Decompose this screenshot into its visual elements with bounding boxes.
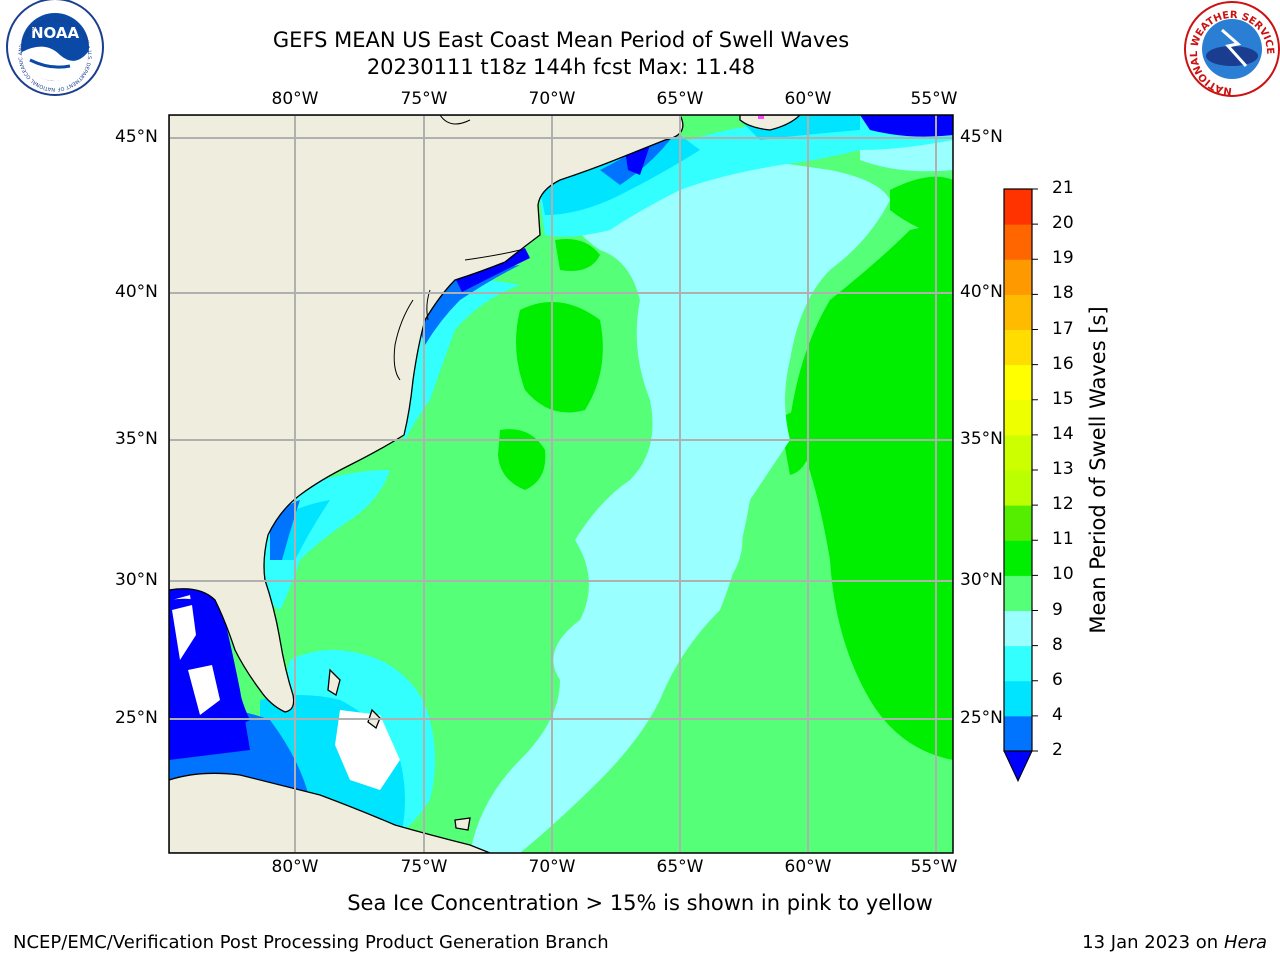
colorbar-tick-label: 12: [1052, 494, 1074, 515]
lat-label-right-30n: 30°N: [960, 570, 1002, 590]
chart-subtitle: 20230111 t18z 144h fcst Max: 11.48: [366, 55, 756, 79]
bahamas-island-3: [454, 817, 471, 831]
colorbar-title: Mean Period of Swell Waves [s]: [1086, 306, 1110, 634]
colorbar-tick-label: 15: [1052, 388, 1074, 409]
colorbar-tick-label: 17: [1052, 318, 1074, 339]
colorbar-segment: [1004, 189, 1032, 225]
cuba-land: [169, 772, 491, 853]
colorbar-tick-label: 6: [1052, 669, 1063, 690]
gridlines: [169, 115, 953, 853]
colorbar-tick-label: 4: [1052, 704, 1063, 725]
colorbar-segment: [1004, 399, 1032, 436]
sea-ice-note: Sea Ice Concentration > 15% is shown in …: [347, 891, 933, 915]
footer-date: 13 Jan 2023 on: [1082, 932, 1224, 953]
colorbar-tick-label: 10: [1052, 564, 1074, 585]
lon-label-top-60w: 60°W: [784, 89, 832, 109]
lat-label-left-45n: 45°N: [115, 127, 158, 147]
lat-label-right-45n: 45°N: [960, 127, 1003, 147]
lon-label-bottom-65w: 65°W: [656, 857, 704, 877]
colorbar-tick-label: 9: [1052, 599, 1063, 620]
colorbar-tick-label: 8: [1052, 634, 1063, 655]
colorbar-segment: [1004, 364, 1032, 401]
lon-label-top-55w: 55°W: [910, 89, 958, 109]
lon-label-top-65w: 65°W: [656, 89, 704, 109]
lon-label-top-80w: 80°W: [271, 89, 319, 109]
lat-label-right-40n: 40°N: [960, 282, 1002, 302]
colorbar-tick-label: 14: [1052, 423, 1074, 444]
colorbar-segment: [1004, 645, 1032, 682]
nws-logo: NATIONAL WEATHER SERVICE: [1184, 1, 1280, 97]
footer-right: 13 Jan 2023 on Hera: [1082, 932, 1267, 953]
colorbar-extend-triangle: [1003, 750, 1033, 783]
colorbar-segment: [1004, 540, 1032, 576]
colorbar-segment: [1004, 329, 1032, 366]
lat-label-left-35n: 35°N: [115, 429, 158, 449]
lat-label-left-30n: 30°N: [115, 570, 158, 590]
chart-title: GEFS MEAN US East Coast Mean Period of S…: [272, 28, 850, 52]
colorbar-tick-label: 21: [1052, 178, 1074, 198]
colorbar-tick-label: 11: [1052, 529, 1074, 550]
colorbar-segment: [1004, 610, 1032, 647]
lon-label-bottom-70w: 70°W: [528, 857, 576, 877]
footer-host: Hera: [1223, 932, 1267, 953]
colorbar-segment: [1004, 434, 1032, 471]
colorbar-segment: [1004, 715, 1032, 752]
colorbar-segment: [1004, 294, 1032, 330]
coast-detail: [393, 115, 521, 381]
colorbar-tick-label: 16: [1052, 353, 1074, 374]
sea-ice-note-row: Sea Ice Concentration > 15% is shown in …: [0, 891, 1280, 915]
lon-label-bottom-80w: 80°W: [271, 857, 319, 877]
nova-scotia-land: [739, 115, 801, 131]
colorbar-tick-label: 19: [1052, 248, 1074, 269]
colorbar-tick-label: 13: [1052, 459, 1074, 479]
colorbar-tick-label: 2: [1052, 740, 1063, 760]
colorbar-tick-label: 20: [1052, 213, 1074, 234]
map-frame: [168, 114, 954, 854]
lat-label-left-25n: 25°N: [115, 708, 158, 728]
colorbar-segment: [1004, 224, 1032, 260]
sea-ice-patch: [758, 115, 764, 119]
lon-label-bottom-60w: 60°W: [784, 857, 832, 877]
lat-label-right-25n: 25°N: [960, 708, 1002, 728]
noaa-logo: NOAA NATIONAL OCEANIC AND ATMOSPHERIC AD…: [0, 0, 104, 96]
footer-left: NCEP/EMC/Verification Post Processing Pr…: [13, 932, 609, 953]
period-10-11-regions: [498, 176, 953, 760]
colorbar-segment: [1004, 505, 1032, 541]
colorbar-segment: [1004, 259, 1032, 295]
lon-label-top-75w: 75°W: [400, 89, 448, 109]
bahamas-island-1: [327, 668, 341, 697]
lat-label-left-40n: 40°N: [115, 282, 158, 302]
colorbar-tick-label: 18: [1052, 283, 1074, 304]
colorbar-segment: [1004, 470, 1032, 506]
lon-label-top-70w: 70°W: [528, 89, 576, 109]
colorbar: [1003, 188, 1038, 783]
lon-label-bottom-55w: 55°W: [910, 857, 958, 877]
lat-label-right-35n: 35°N: [960, 429, 1002, 449]
map-area: [169, 115, 953, 853]
lon-label-bottom-75w: 75°W: [400, 857, 448, 877]
noaa-logo-text: NOAA: [31, 24, 80, 42]
colorbar-segment: [1004, 680, 1032, 717]
colorbar-segment: [1004, 575, 1032, 611]
